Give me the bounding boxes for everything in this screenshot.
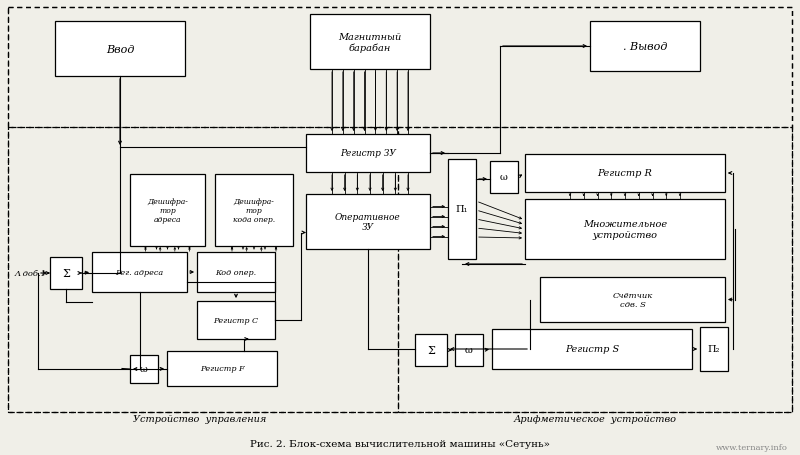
Text: Устройство  управления: Устройство управления [134,415,266,424]
Bar [92,253,187,293]
Text: Множительное
устройство: Множительное устройство [583,220,667,239]
Text: ω: ω [500,173,508,182]
Bar [130,175,205,247]
Text: Дешифра-
тор
адреса: Дешифра- тор адреса [147,197,188,224]
Bar [492,329,692,369]
Bar [8,8,792,128]
Bar [448,160,476,259]
Bar [415,334,447,366]
Bar [215,175,293,247]
Text: Σ: Σ [62,268,70,278]
Text: ω: ω [465,346,473,355]
Bar [8,8,792,412]
Bar [590,22,700,72]
Bar [700,327,728,371]
Text: Регистр F: Регистр F [200,365,244,373]
Text: П₁: П₁ [456,205,468,214]
Text: Магнитный
барабан: Магнитный барабан [338,32,402,52]
Text: Ввод: Ввод [106,45,134,55]
Text: Дешифра-
тор
кода опер.: Дешифра- тор кода опер. [233,197,275,224]
Text: www.ternary.info: www.ternary.info [716,443,788,451]
Text: П₂: П₂ [708,345,720,354]
Bar [167,351,277,386]
Text: Регистр C: Регистр C [214,316,258,324]
Text: Λ доб.1: Λ доб.1 [15,269,47,278]
Text: Код опер.: Код опер. [215,268,257,276]
Text: Арифметическое  устройство: Арифметическое устройство [514,415,677,424]
Text: Рег. адреса: Рег. адреса [115,268,163,276]
Text: Регистр R: Регистр R [598,169,653,178]
Bar [525,155,725,192]
Text: Рис. 2. Блок-схема вычислительной машины «Сетунь»: Рис. 2. Блок-схема вычислительной машины… [250,440,550,449]
Bar [490,162,518,193]
Text: ω: ω [140,365,148,374]
Bar [455,334,483,366]
Text: Σ: Σ [427,345,435,355]
Text: Счётчик
сдв. S: Счётчик сдв. S [612,291,653,308]
Bar [525,200,725,259]
Bar [130,355,158,383]
Bar [8,128,398,412]
Bar [310,15,430,70]
Bar [398,128,792,412]
Bar [197,253,275,293]
Bar [197,301,275,339]
Bar [50,258,82,289]
Bar [540,278,725,322]
Text: Регистр ЗУ: Регистр ЗУ [340,149,396,158]
Text: . Вывод: . Вывод [623,42,667,52]
Text: Регистр S: Регистр S [565,345,619,354]
Bar [306,195,430,249]
Text: Оперативное
ЗУ: Оперативное ЗУ [335,212,401,232]
Bar [306,135,430,172]
Bar [55,22,185,77]
